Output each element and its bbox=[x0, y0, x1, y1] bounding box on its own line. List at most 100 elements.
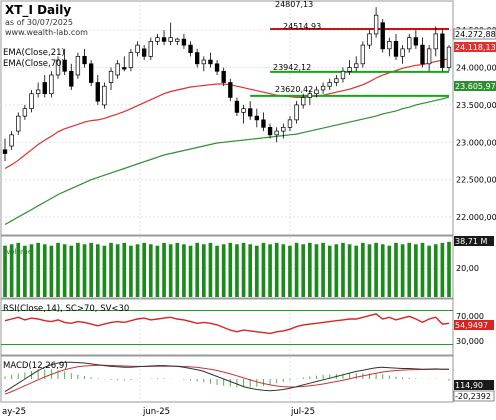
macd-signal-line bbox=[4, 364, 449, 395]
volume-bar bbox=[129, 245, 133, 297]
legend-ema70: EMA(Close,70) bbox=[3, 59, 65, 69]
candle-body bbox=[380, 22, 385, 50]
volume-bar bbox=[69, 245, 74, 297]
candle-body bbox=[16, 115, 21, 132]
ema21-series bbox=[4, 58, 450, 170]
candle-body bbox=[214, 63, 220, 72]
volume-bar bbox=[274, 242, 279, 297]
volume-bar bbox=[182, 244, 186, 297]
volume-bar bbox=[76, 242, 80, 297]
volume-bar bbox=[301, 244, 306, 297]
volume-bar bbox=[281, 244, 286, 297]
volume-bar bbox=[29, 244, 34, 297]
candle-body bbox=[75, 55, 81, 76]
volume-bar bbox=[308, 242, 312, 297]
ema21-value: 24.118,131 bbox=[455, 43, 496, 52]
horizontal-levels bbox=[250, 28, 449, 97]
macd-hist-tag bbox=[453, 390, 495, 402]
volume-bar bbox=[95, 244, 100, 297]
candle-body bbox=[128, 52, 134, 68]
candle-body bbox=[373, 14, 379, 35]
volume-bar bbox=[341, 242, 345, 297]
ema21-tag bbox=[454, 42, 496, 52]
volume-bar bbox=[135, 244, 140, 297]
candle-body bbox=[29, 93, 34, 110]
x-label-jun: jun-25 bbox=[142, 407, 170, 417]
rsi-line bbox=[4, 313, 450, 335]
volume-bar bbox=[168, 244, 173, 297]
volume-bar bbox=[248, 244, 253, 297]
volume-last-value: 38,71 M bbox=[455, 237, 487, 246]
volume-bar bbox=[49, 245, 54, 297]
candle-body bbox=[95, 82, 100, 102]
volume-bar bbox=[195, 242, 200, 297]
price-axis: 24.500,0024.000,0023.500,0023.000,0022.5… bbox=[456, 26, 496, 222]
candle-body bbox=[2, 149, 8, 154]
candle-body bbox=[155, 37, 160, 42]
candle-body bbox=[248, 108, 253, 117]
volume-bar bbox=[142, 242, 146, 297]
annotation-support-lower: 23620,42 bbox=[275, 85, 313, 94]
candle-body bbox=[334, 78, 339, 83]
volume-bar bbox=[447, 241, 451, 297]
volume-bar bbox=[380, 244, 385, 297]
volume-bar bbox=[221, 244, 226, 297]
candle-body bbox=[82, 55, 87, 65]
price-tick-label: 23.000,00 bbox=[456, 138, 496, 147]
last-close-value: 24.272,88 bbox=[455, 30, 496, 39]
candle-body bbox=[354, 63, 359, 68]
volume-bar bbox=[162, 242, 166, 297]
annotation-resistance: 24514,93 bbox=[283, 22, 321, 31]
annotation-peak: 24807,13 bbox=[275, 0, 313, 9]
volume-bar bbox=[427, 245, 431, 297]
candle-body bbox=[201, 59, 206, 65]
volume-bar bbox=[407, 242, 412, 297]
volume-bar bbox=[89, 242, 93, 297]
candle-body bbox=[69, 70, 74, 87]
volume-bar bbox=[148, 244, 153, 297]
rsi-legend: RSI(Close,14), SC>70, SV<30 bbox=[3, 304, 129, 314]
volume-bar bbox=[400, 244, 405, 297]
rsi-last-value: 54,9497 bbox=[455, 321, 488, 330]
candle-body bbox=[115, 63, 120, 76]
candle-body bbox=[367, 33, 372, 46]
candle-body bbox=[49, 74, 54, 95]
volume-bar bbox=[354, 245, 359, 297]
candle-body bbox=[168, 37, 173, 42]
x-label-may: ay-25 bbox=[2, 407, 26, 417]
candle-body bbox=[55, 59, 61, 76]
volume-bar bbox=[82, 244, 87, 297]
volume-bar bbox=[268, 244, 272, 297]
chart-title: XT_I Daily bbox=[5, 3, 71, 18]
candle-body bbox=[108, 70, 114, 83]
candle-body bbox=[440, 33, 445, 68]
candle-body bbox=[274, 130, 279, 136]
price-tick-label: 22.500,00 bbox=[456, 176, 496, 185]
volume-bar bbox=[361, 242, 365, 297]
volume-bar bbox=[294, 242, 299, 297]
volume-bar bbox=[321, 242, 325, 297]
candle-body bbox=[433, 33, 438, 50]
macd-legend: MACD(12,26,9) bbox=[3, 361, 68, 371]
volume-bar bbox=[235, 244, 239, 297]
volume-bar bbox=[367, 244, 372, 297]
price-tick-label: 23.500,00 bbox=[456, 101, 496, 110]
volume-bar bbox=[254, 245, 259, 297]
volume-bar bbox=[374, 242, 378, 297]
ema70-value: 23.605,97 bbox=[455, 82, 496, 91]
candle-body bbox=[62, 59, 67, 72]
volume-bar bbox=[241, 242, 246, 297]
candle-body bbox=[181, 38, 187, 46]
volume-last-tag bbox=[454, 236, 494, 246]
rsi-last-tag bbox=[454, 320, 494, 330]
candle-body bbox=[234, 100, 240, 113]
volume-bar bbox=[9, 244, 14, 297]
candle-body bbox=[267, 126, 273, 136]
volume-bar bbox=[23, 245, 27, 297]
ema70-tag bbox=[454, 81, 496, 91]
candle-body bbox=[148, 41, 153, 57]
volume-bar bbox=[102, 245, 107, 297]
candle-body bbox=[413, 37, 419, 46]
volume-bar bbox=[414, 244, 418, 297]
